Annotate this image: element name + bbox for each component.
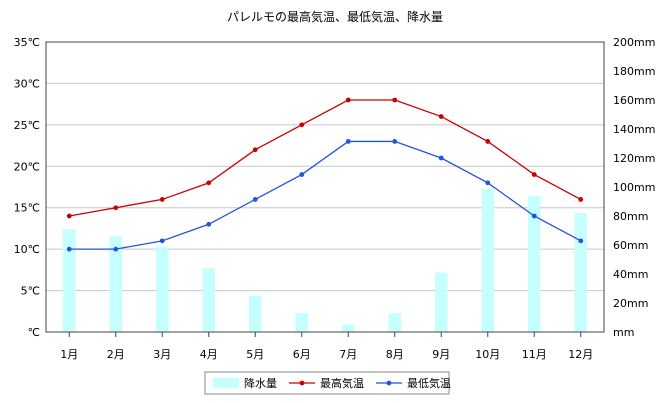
right-tick-label: 120mm	[613, 152, 655, 165]
precipitation-bar	[62, 229, 76, 332]
series-point	[392, 139, 398, 144]
series-point	[438, 155, 444, 161]
x-tick-label: 5月	[246, 348, 264, 361]
series-point	[66, 213, 72, 219]
x-tick-label: 1月	[60, 348, 78, 361]
series-point	[299, 172, 305, 177]
series-point	[485, 139, 491, 144]
left-tick-label: 15℃	[14, 202, 40, 215]
legend-label: 最高気温	[320, 376, 364, 390]
right-tick-label: 200mm	[613, 36, 655, 49]
legend-label: 降水量	[244, 376, 277, 390]
series-point	[531, 172, 537, 177]
legend-swatch	[213, 378, 239, 388]
series-point	[66, 246, 72, 252]
series-point	[159, 238, 165, 244]
legend: 降水量 最高気温 最低気温	[204, 371, 451, 395]
precipitation-bar	[248, 295, 262, 332]
series-point	[485, 180, 491, 186]
legend-marker	[386, 380, 392, 386]
series-point	[345, 139, 351, 144]
x-tick-label: 2月	[107, 348, 125, 361]
right-tick-label: 20mm	[613, 297, 648, 310]
right-tick-label: 160mm	[613, 94, 655, 107]
series-point	[438, 114, 444, 119]
series-point	[113, 205, 119, 211]
precipitation-bar	[295, 313, 309, 332]
axes: ℃ 5℃ 10℃ 15℃ 20℃ 25℃ 30℃ 35℃ mm 20mm 40mm 60mm 80mm 1…	[14, 36, 656, 361]
temperature-lines	[66, 97, 584, 252]
right-tick-label: 80mm	[613, 210, 648, 223]
x-tick-label: 4月	[200, 348, 218, 361]
precipitation-bar	[434, 272, 448, 332]
x-tick-label: 3月	[153, 348, 171, 361]
precipitation-bars	[62, 188, 588, 332]
precipitation-bar	[202, 268, 216, 332]
plot-frame	[45, 41, 605, 333]
x-tick-label: 6月	[293, 348, 311, 361]
right-tick-label: 140mm	[613, 123, 655, 136]
legend-box	[204, 371, 450, 395]
legend-label: 最低気温	[407, 376, 451, 390]
left-tick-label: ℃	[28, 326, 40, 339]
precipitation-bar	[481, 188, 495, 332]
series-point	[159, 197, 165, 202]
left-tick-label: 30℃	[14, 77, 40, 90]
series-point	[578, 238, 584, 244]
precipitation-bar	[388, 313, 402, 332]
series-point	[345, 97, 351, 103]
left-tick-label: 35℃	[14, 36, 40, 49]
series-point	[392, 97, 398, 103]
series-point	[299, 122, 305, 128]
legend-marker	[299, 380, 305, 386]
right-tick-label: 60mm	[613, 239, 648, 252]
precipitation-bar	[527, 195, 541, 332]
left-tick-label: 10℃	[14, 243, 40, 256]
right-tick-label: mm	[613, 326, 634, 339]
left-tick-label: 5℃	[21, 285, 40, 298]
precipitation-bar	[155, 246, 169, 332]
x-tick-label: 10月	[475, 348, 500, 361]
series-point	[113, 246, 119, 252]
right-tick-label: 100mm	[613, 181, 655, 194]
series-point	[206, 180, 212, 186]
series-line	[69, 99, 582, 217]
series-point	[578, 197, 584, 202]
grid	[46, 41, 604, 292]
series-point	[206, 221, 212, 227]
chart-title: パレルモの最高気温、最低気温、降水量	[227, 9, 443, 24]
precipitation-bar	[574, 213, 588, 332]
x-tick-label: 8月	[386, 348, 404, 361]
left-tick-label: 20℃	[14, 160, 40, 173]
left-tick-label: 25℃	[14, 119, 40, 132]
precipitation-bar	[109, 236, 123, 332]
series-point	[252, 147, 258, 153]
x-tick-label: 7月	[339, 348, 357, 361]
series-line	[69, 140, 582, 250]
right-tick-label: 180mm	[613, 65, 655, 78]
precipitation-bar	[341, 324, 355, 332]
right-tick-label: 40mm	[613, 268, 648, 281]
x-tick-label: 11月	[522, 348, 547, 361]
x-tick-label: 12月	[568, 348, 593, 361]
series-point	[531, 213, 537, 219]
series-point	[252, 197, 258, 202]
x-tick-label: 9月	[432, 348, 450, 361]
